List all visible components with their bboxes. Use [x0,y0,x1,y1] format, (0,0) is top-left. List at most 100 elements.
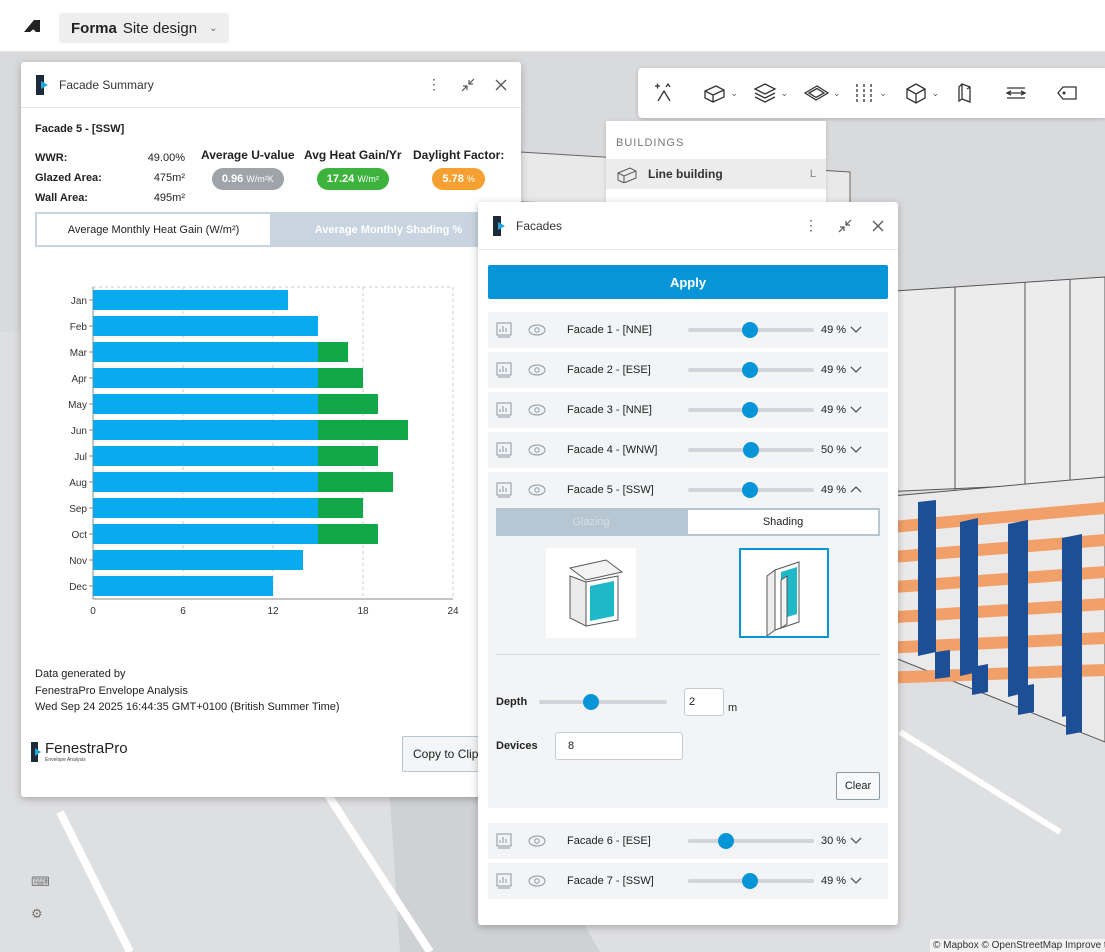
apply-button[interactable]: Apply [488,265,888,299]
more-options-icon[interactable]: ⋮ [804,217,818,233]
chevron-up-icon[interactable] [850,483,862,495]
kpi-badge: 17.24 W/m² [316,168,389,190]
chart-icon[interactable] [496,362,516,378]
fin-shading-option[interactable] [739,548,829,638]
more-options-icon[interactable]: ⋮ [427,76,441,92]
visibility-eye-icon[interactable] [528,404,548,416]
tag-tool[interactable] [1055,75,1105,111]
buildings-menu: BUILDINGS Line building L [606,121,826,211]
chart-icon[interactable] [496,402,516,418]
ai-generate-tool[interactable] [652,75,702,111]
bar [93,394,318,414]
autodesk-logo-icon[interactable] [22,18,42,34]
wwr-percent: 49 % [821,324,847,336]
devices-input[interactable]: 8 [555,732,683,760]
facade-row[interactable]: Facade 3 - [NNE] 49 % [488,392,888,428]
facade-row[interactable]: Facade 1 - [NNE] 49 % [488,312,888,348]
facade-row[interactable]: Facade 6 - [ESE] 30 % [488,823,888,859]
y-tick-label: Sep [69,504,87,515]
chart-icon[interactable] [496,833,516,849]
tab-shading[interactable]: Shading [686,508,880,536]
map-credit[interactable]: © Mapbox © OpenStreetMap Improve this ma… [930,939,1105,952]
shortcut-key: L [809,168,816,180]
wwr-slider[interactable] [688,482,814,498]
bar [318,524,378,544]
grid-tool[interactable]: ⌄ [853,75,903,111]
close-icon[interactable] [495,79,507,91]
facade-row[interactable]: Facade 7 - [SSW] 49 % [488,863,888,899]
bar [93,290,288,310]
chart-icon[interactable] [496,873,516,889]
buildings-header: BUILDINGS [616,137,685,149]
surface-tool[interactable]: ⌄ [803,75,853,111]
stack-tool[interactable]: ⌄ [753,75,803,111]
y-tick-label: May [68,400,87,411]
visibility-eye-icon[interactable] [528,324,548,336]
wwr-slider[interactable] [688,442,814,458]
menu-item-line-building[interactable]: Line building L [606,159,826,189]
visibility-eye-icon[interactable] [528,444,548,456]
tab-heat-gain[interactable]: Average Monthly Heat Gain (W/m²) [35,212,272,247]
collapse-icon[interactable] [461,78,475,92]
bar [318,368,363,388]
keyboard-icon[interactable]: ⌨ [31,874,50,889]
chart-icon[interactable] [496,442,516,458]
wwr-slider[interactable] [688,362,814,378]
wwr-slider-knob[interactable] [741,322,758,338]
depth-slider-knob[interactable] [583,694,600,710]
chevron-down-icon[interactable] [850,363,862,375]
chevron-down-icon[interactable] [850,874,862,886]
visibility-eye-icon[interactable] [528,364,548,376]
visibility-eye-icon[interactable] [528,835,548,847]
chart-icon[interactable] [496,322,516,338]
building-icon [704,85,725,103]
depth-unit: m [728,702,738,714]
wwr-slider-knob[interactable] [743,442,759,458]
chevron-down-icon[interactable] [850,323,862,335]
chevron-down-icon[interactable] [850,403,862,415]
building-tool[interactable]: ⌄ [702,75,752,111]
y-tick-label: Aug [69,478,87,489]
fenestrapro-logo-icon [36,74,48,95]
chevron-down-icon[interactable] [850,834,862,846]
visibility-eye-icon[interactable] [528,875,548,887]
wwr-slider-knob[interactable] [741,482,758,498]
project-selector[interactable]: Forma Site design ⌄ [59,13,230,43]
sparkle-icon [655,82,671,102]
wwr-slider[interactable] [688,873,814,889]
wwr-percent: 30 % [821,835,847,847]
clear-button[interactable]: Clear [836,772,880,800]
wwr-slider[interactable] [688,833,814,849]
fin-icon [766,561,800,637]
collapse-icon[interactable] [838,219,852,233]
chart-icon[interactable] [496,482,516,498]
depth-input[interactable]: 2 [684,688,724,716]
y-tick-label: Apr [71,374,87,385]
settings-gear-icon[interactable]: ⚙ [31,906,43,921]
overhang-shading-option[interactable] [546,548,636,638]
measure-icon [1005,87,1027,99]
facade-row[interactable]: Facade 2 - [ESE] 49 % [488,352,888,388]
volume-tool[interactable]: ⌄ [904,75,954,111]
tab-shading[interactable]: Average Monthly Shading % [272,212,505,247]
wwr-percent: 50 % [821,444,847,456]
wwr-slider-knob[interactable] [741,362,758,378]
footer-line: Wed Sep 24 2025 16:44:35 GMT+0100 (Briti… [35,701,340,713]
tab-glazing[interactable]: Glazing [496,508,686,536]
facade-row[interactable]: Facade 5 - [SSW] 49 % [488,472,888,508]
wwr-slider-knob[interactable] [741,873,758,889]
wwr-slider[interactable] [688,402,814,418]
wwr-slider[interactable] [688,322,814,338]
kpi-badge: 0.96 W/m²K [211,168,284,190]
facade-label: Facade 5 - [SSW] [567,484,654,496]
close-icon[interactable] [872,220,884,232]
cube-icon [905,83,926,104]
measure-tool[interactable] [1004,75,1054,111]
extrude-tool[interactable] [954,75,1004,111]
depth-slider[interactable] [539,694,667,710]
facade-row[interactable]: Facade 4 - [WNW] 50 % [488,432,888,468]
wwr-slider-knob[interactable] [717,833,734,849]
wwr-slider-knob[interactable] [741,402,758,418]
chevron-down-icon[interactable] [850,443,862,455]
visibility-eye-icon[interactable] [528,484,548,496]
